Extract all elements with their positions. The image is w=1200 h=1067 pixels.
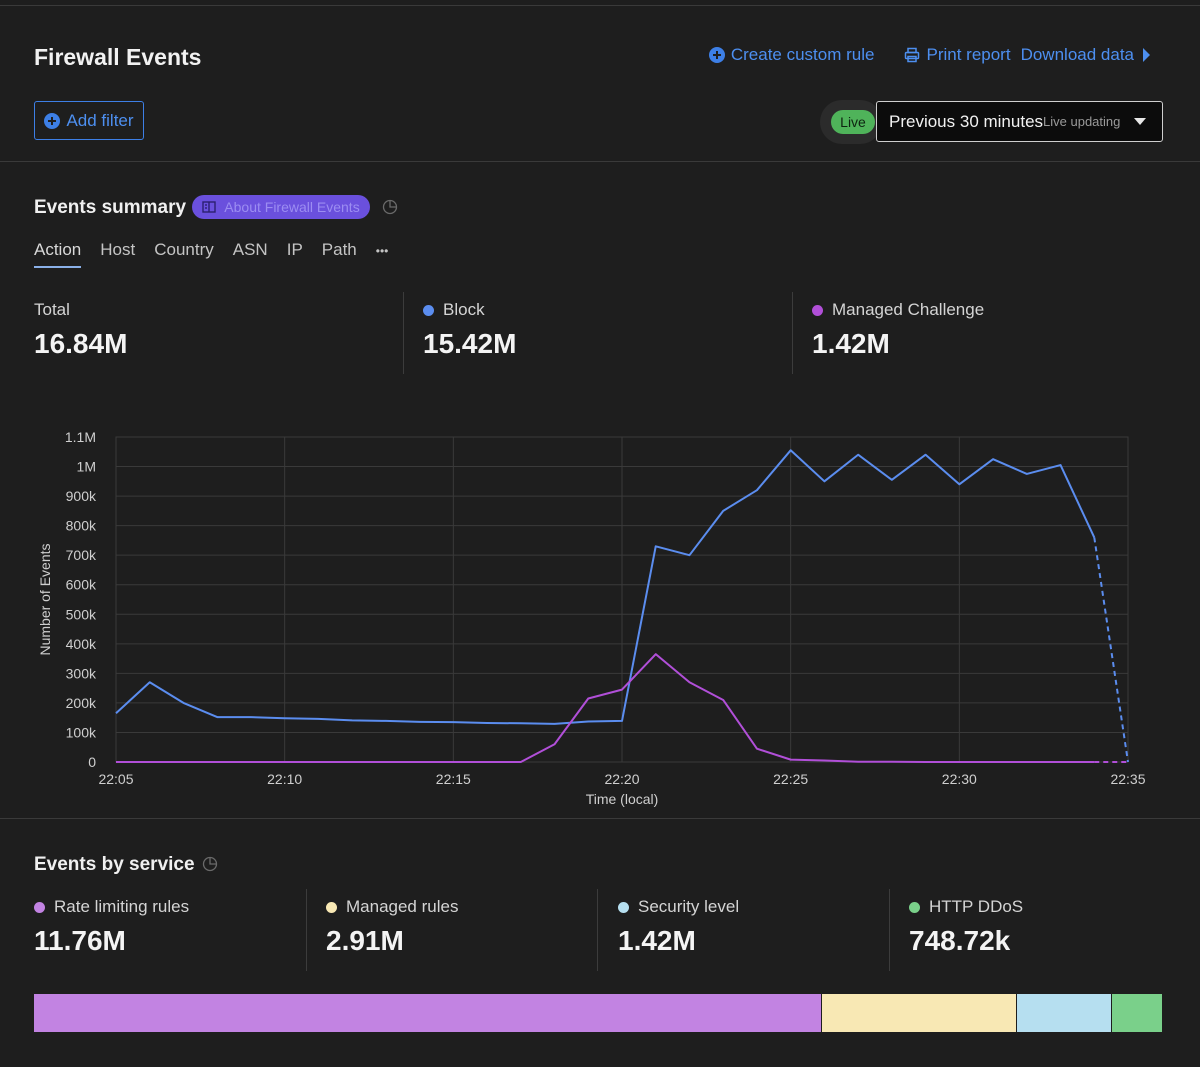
more-tabs-button[interactable]: ••• [375,244,389,258]
pie-chart-icon[interactable] [202,856,218,872]
stat-total: Total 16.84M [34,300,127,360]
stat-block-value: 15.42M [423,328,517,359]
divider [889,889,890,971]
divider [306,889,307,971]
about-firewall-events-link[interactable]: About Firewall Events [192,195,370,219]
divider [792,292,793,374]
x-axis-label: Time (local) [586,791,659,807]
create-custom-rule-label: Create custom rule [730,45,875,64]
book-icon [202,201,216,213]
add-filter-button[interactable]: Add filter [34,101,144,140]
service-rate-limiting[interactable]: Rate limiting rules 11.76M [34,897,189,957]
x-tick-label: 22:30 [942,771,977,787]
header-actions: Create custom rule Print report Download… [708,45,1152,65]
stat-managed-challenge[interactable]: Managed Challenge 1.42M [812,300,984,360]
service-value: 11.76M [34,925,126,956]
y-tick-label: 500k [66,606,97,622]
live-updating-label: Live updating [1043,114,1121,129]
divider [597,889,598,971]
about-firewall-events-label: About Firewall Events [224,199,360,215]
x-tick-label: 22:10 [267,771,302,787]
create-custom-rule-link[interactable]: Create custom rule [708,45,875,65]
tab-asn[interactable]: ASN [232,240,268,259]
events-line-chart[interactable]: 0 100k 200k 300k 400k 500k 600k 700k 800k 900k 1M 1… [0,420,1200,815]
service-bar-segment[interactable] [1017,994,1113,1032]
live-badge[interactable]: Live [831,110,875,134]
managed-rules-legend-dot [326,901,337,913]
stat-block[interactable]: Block 15.42M [423,300,516,360]
service-bar-segment[interactable] [34,994,823,1032]
events-summary-title: Events summary [34,197,187,218]
service-label: Managed rules [346,897,459,916]
service-label: Security level [638,897,740,916]
service-security-level[interactable]: Security level 1.42M [618,897,739,957]
y-tick-label: 0 [88,754,96,770]
chevron-down-icon [1134,118,1146,125]
service-value: 1.42M [618,925,696,956]
http-ddos-legend-dot [909,901,920,913]
add-filter-label: Add filter [66,110,134,130]
x-tick-label: 22:15 [436,771,471,787]
security-level-legend-dot [618,901,629,913]
service-label: Rate limiting rules [54,897,190,916]
x-tick-label: 22:20 [604,771,639,787]
service-http-ddos[interactable]: HTTP DDoS 748.72k [909,897,1023,957]
page-title: Firewall Events [34,44,202,70]
download-data-label: Download data [1020,45,1134,64]
stat-block-label: Block [443,300,485,319]
service-value: 748.72k [909,925,1011,956]
x-tick-label: 22:05 [98,771,133,787]
download-data-link[interactable]: Download data [1021,45,1152,65]
y-tick-label: 200k [66,695,97,711]
managed-challenge-legend-dot [812,304,823,316]
service-value: 2.91M [326,925,404,956]
print-report-label: Print report [926,45,1011,64]
plus-circle-icon [44,112,61,129]
caret-right-icon [1143,48,1150,62]
printer-icon [905,47,920,63]
y-tick-label: 300k [66,665,97,681]
divider [0,161,1200,162]
time-range-select[interactable]: Previous 30 minutes Live updating [876,101,1163,142]
y-tick-label: 800k [66,518,97,534]
x-tick-label: 22:35 [1110,771,1145,787]
series-line-dashed-block [1093,537,1129,763]
plus-circle-icon [708,47,725,63]
service-distribution-bar [34,994,1163,1032]
time-range-value: Previous 30 minutes [889,111,1044,131]
pie-chart-icon[interactable] [382,199,398,215]
service-label: HTTP DDoS [929,897,1024,916]
tab-action[interactable]: Action [34,240,82,268]
y-tick-label: 1.1M [65,429,96,445]
summary-tabs: Action Host Country ASN IP Path ••• [34,240,388,268]
rate-limiting-legend-dot [34,901,45,913]
top-border [0,5,1200,6]
service-managed-rules[interactable]: Managed rules 2.91M [326,897,458,957]
block-legend-dot [423,304,434,316]
x-tick-label: 22:25 [773,771,808,787]
tab-country[interactable]: Country [154,240,214,259]
series-line-managed-challenge [116,653,1095,763]
series-line-block [115,449,1096,725]
y-axis-label: Number of Events [37,543,53,655]
divider [403,292,404,374]
divider [0,818,1200,819]
events-by-service-title: Events by service [34,854,195,875]
y-tick-label: 400k [66,636,97,652]
tab-path[interactable]: Path [321,240,357,259]
tab-host[interactable]: Host [100,240,136,259]
y-tick-label: 100k [66,724,97,740]
y-tick-label: 1M [77,459,96,475]
stat-managed-challenge-label: Managed Challenge [832,300,985,319]
y-tick-label: 600k [66,577,97,593]
print-report-link[interactable]: Print report [904,45,1011,65]
y-tick-label: 700k [66,547,97,563]
tab-ip[interactable]: IP [286,240,303,259]
stat-managed-challenge-value: 1.42M [812,328,890,359]
y-tick-label: 900k [66,488,97,504]
service-bar-segment[interactable] [1112,994,1163,1032]
stat-total-label: Total [34,300,70,319]
service-bar-segment[interactable] [822,994,1018,1032]
stat-total-value: 16.84M [34,328,128,359]
